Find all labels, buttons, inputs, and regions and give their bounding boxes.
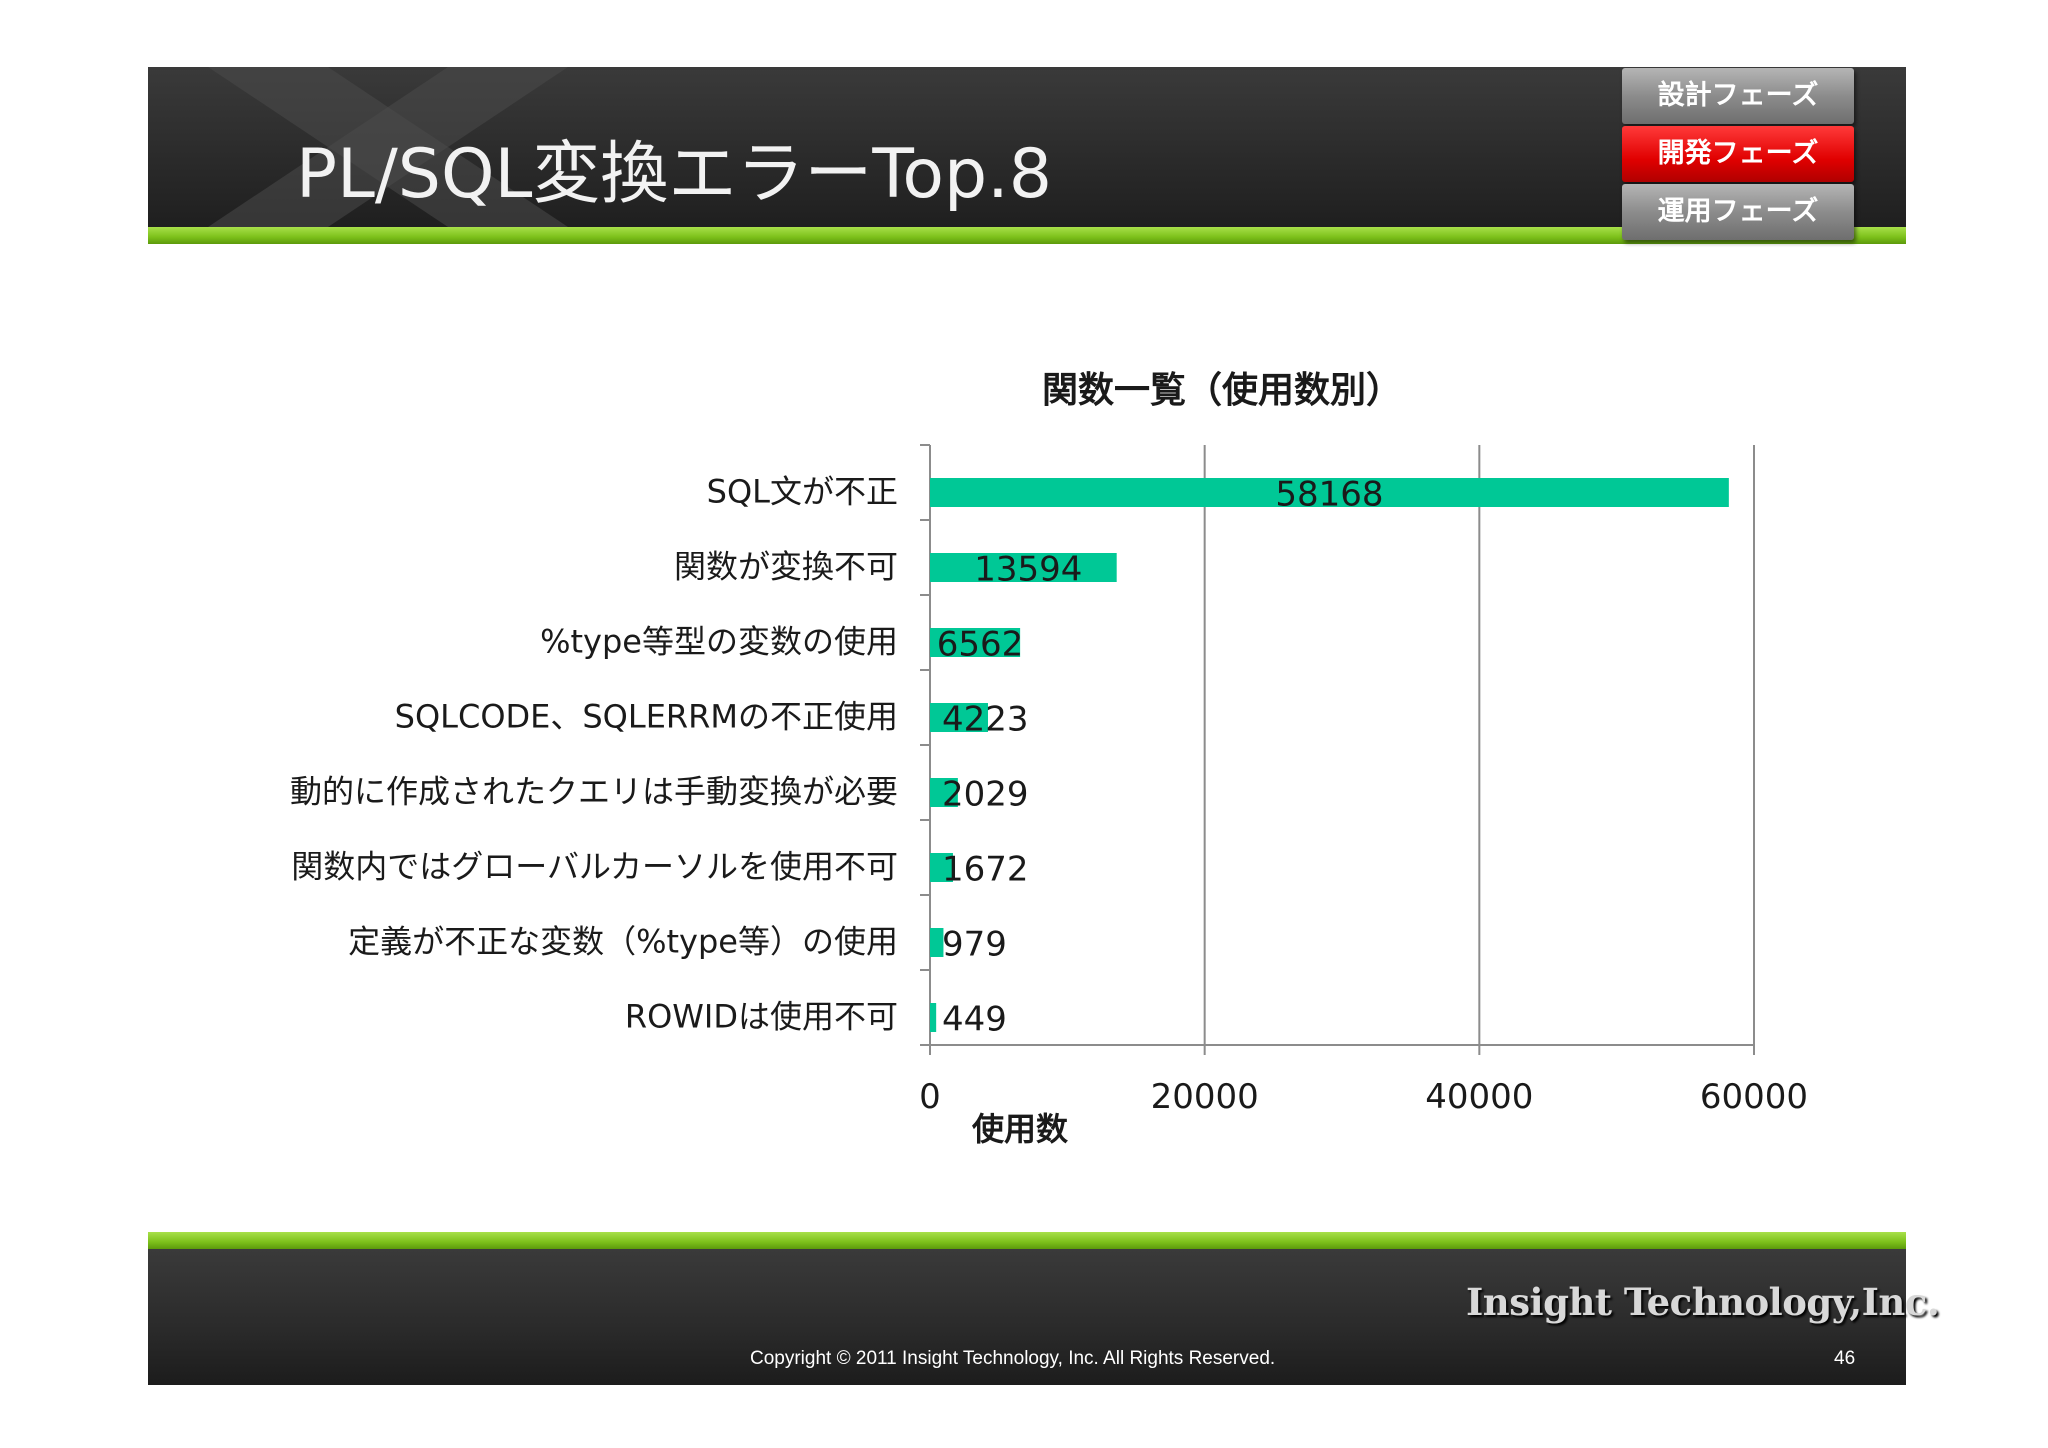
- bar-6: [930, 928, 944, 957]
- x-tick-label-1: 20000: [1151, 1077, 1259, 1117]
- bar-0: [930, 478, 1729, 507]
- chart-title: 関数一覧（使用数別）: [1042, 370, 1402, 411]
- footer-band: [148, 1249, 1906, 1385]
- company-logo: Insight Technology,Inc.: [1466, 1280, 1940, 1324]
- phase-design-button[interactable]: 設計フェーズ: [1622, 68, 1854, 124]
- page-number: 46: [1834, 1348, 1856, 1369]
- category-label-2: %type等型の変数の使用: [540, 623, 898, 661]
- category-label-4: 動的に作成されたクエリは手動変換が必要: [290, 773, 898, 811]
- x-tick-label-2: 40000: [1425, 1077, 1533, 1117]
- category-label-1: 関数が変換不可: [674, 548, 898, 586]
- footer-accent-bar: [148, 1232, 1906, 1249]
- copyright-text: Copyright © 2011 Insight Technology, Inc…: [750, 1348, 1276, 1369]
- header-band: [148, 67, 1906, 227]
- x-tick-label-0: 0: [919, 1077, 941, 1117]
- bar-7: [930, 1003, 937, 1032]
- data-label-7: 449: [942, 1000, 1007, 1040]
- category-label-0: SQL文が不正: [707, 473, 898, 511]
- data-label-3: 4223: [942, 700, 1029, 740]
- bar-1: [930, 553, 1117, 582]
- x-axis-label: 使用数: [971, 1110, 1069, 1148]
- bar-2: [930, 628, 1021, 657]
- data-label-6: 979: [942, 925, 1007, 965]
- bar-4: [930, 778, 958, 807]
- category-label-6: 定義が不正な変数（%type等）の使用: [348, 923, 898, 961]
- header-x-decoration: [208, 67, 568, 227]
- category-label-7: ROWIDは使用不可: [625, 998, 898, 1036]
- data-label-0: 58168: [1275, 475, 1383, 515]
- category-label-5: 関数内ではグローバルカーソルを使用不可: [291, 848, 898, 886]
- page-title: PL/SQL変換エラーTop.8: [296, 135, 1053, 214]
- data-label-4: 2029: [942, 775, 1029, 815]
- data-label-1: 13594: [974, 550, 1082, 590]
- phase-operation-button[interactable]: 運用フェーズ: [1622, 184, 1854, 240]
- data-label-5: 1672: [942, 850, 1029, 890]
- data-label-2: 6562: [937, 625, 1024, 665]
- bar-5: [930, 853, 953, 882]
- header-accent-bar: [148, 227, 1906, 244]
- phase-development-button[interactable]: 開発フェーズ: [1622, 126, 1854, 182]
- category-label-3: SQLCODE、SQLERRMの不正使用: [395, 698, 898, 736]
- x-tick-label-3: 60000: [1700, 1077, 1808, 1117]
- bar-3: [930, 703, 988, 732]
